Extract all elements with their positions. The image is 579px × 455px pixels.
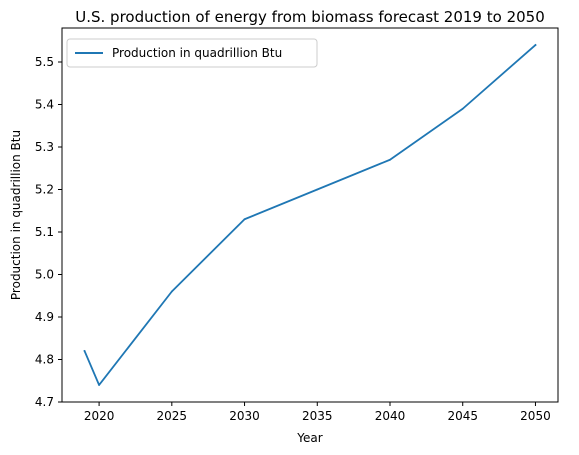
data-point xyxy=(98,384,100,386)
y-axis-ticks: 4.7 4.8 4.9 5.0 5.1 5.2 5.3 5.4 5.5 xyxy=(35,55,62,409)
data-point xyxy=(461,107,464,110)
data-point xyxy=(83,350,86,352)
x-axis-label: Year xyxy=(296,431,322,445)
x-tick-label: 2030 xyxy=(229,409,260,423)
x-tick-label: 2045 xyxy=(447,409,478,423)
data-point xyxy=(316,188,319,191)
y-tick-label: 5.0 xyxy=(35,268,54,282)
y-tick-label: 5.4 xyxy=(35,98,54,112)
data-point xyxy=(534,44,537,46)
data-point xyxy=(389,158,391,161)
x-tick-label: 2020 xyxy=(84,409,115,423)
series-layer xyxy=(83,43,537,386)
data-point xyxy=(170,290,173,293)
legend: Production in quadrillion Btu xyxy=(66,38,318,68)
data-point xyxy=(243,218,246,221)
x-tick-label: 2025 xyxy=(157,409,188,423)
x-tick-label: 2040 xyxy=(375,409,406,423)
y-tick-label: 4.9 xyxy=(35,310,54,324)
series-line xyxy=(83,43,537,386)
y-tick-label: 4.8 xyxy=(35,353,54,367)
legend-box xyxy=(66,38,318,68)
x-axis-ticks: 2020 2025 2030 2035 2040 2045 2050 xyxy=(84,402,551,423)
chart-title: U.S. production of energy from biomass f… xyxy=(75,8,545,26)
plot-frame xyxy=(61,27,559,403)
legend-label: Production in quadrillion Btu xyxy=(112,46,282,60)
y-tick-label: 5.1 xyxy=(35,225,54,239)
x-tick-label: 2050 xyxy=(520,409,551,423)
y-tick-label: 5.3 xyxy=(35,140,54,154)
y-tick-label: 4.7 xyxy=(35,395,54,409)
y-tick-label: 5.5 xyxy=(35,55,54,69)
y-tick-label: 5.2 xyxy=(35,183,54,197)
y-axis-label: Production in quadrillion Btu xyxy=(9,130,23,300)
x-tick-label: 2035 xyxy=(302,409,333,423)
